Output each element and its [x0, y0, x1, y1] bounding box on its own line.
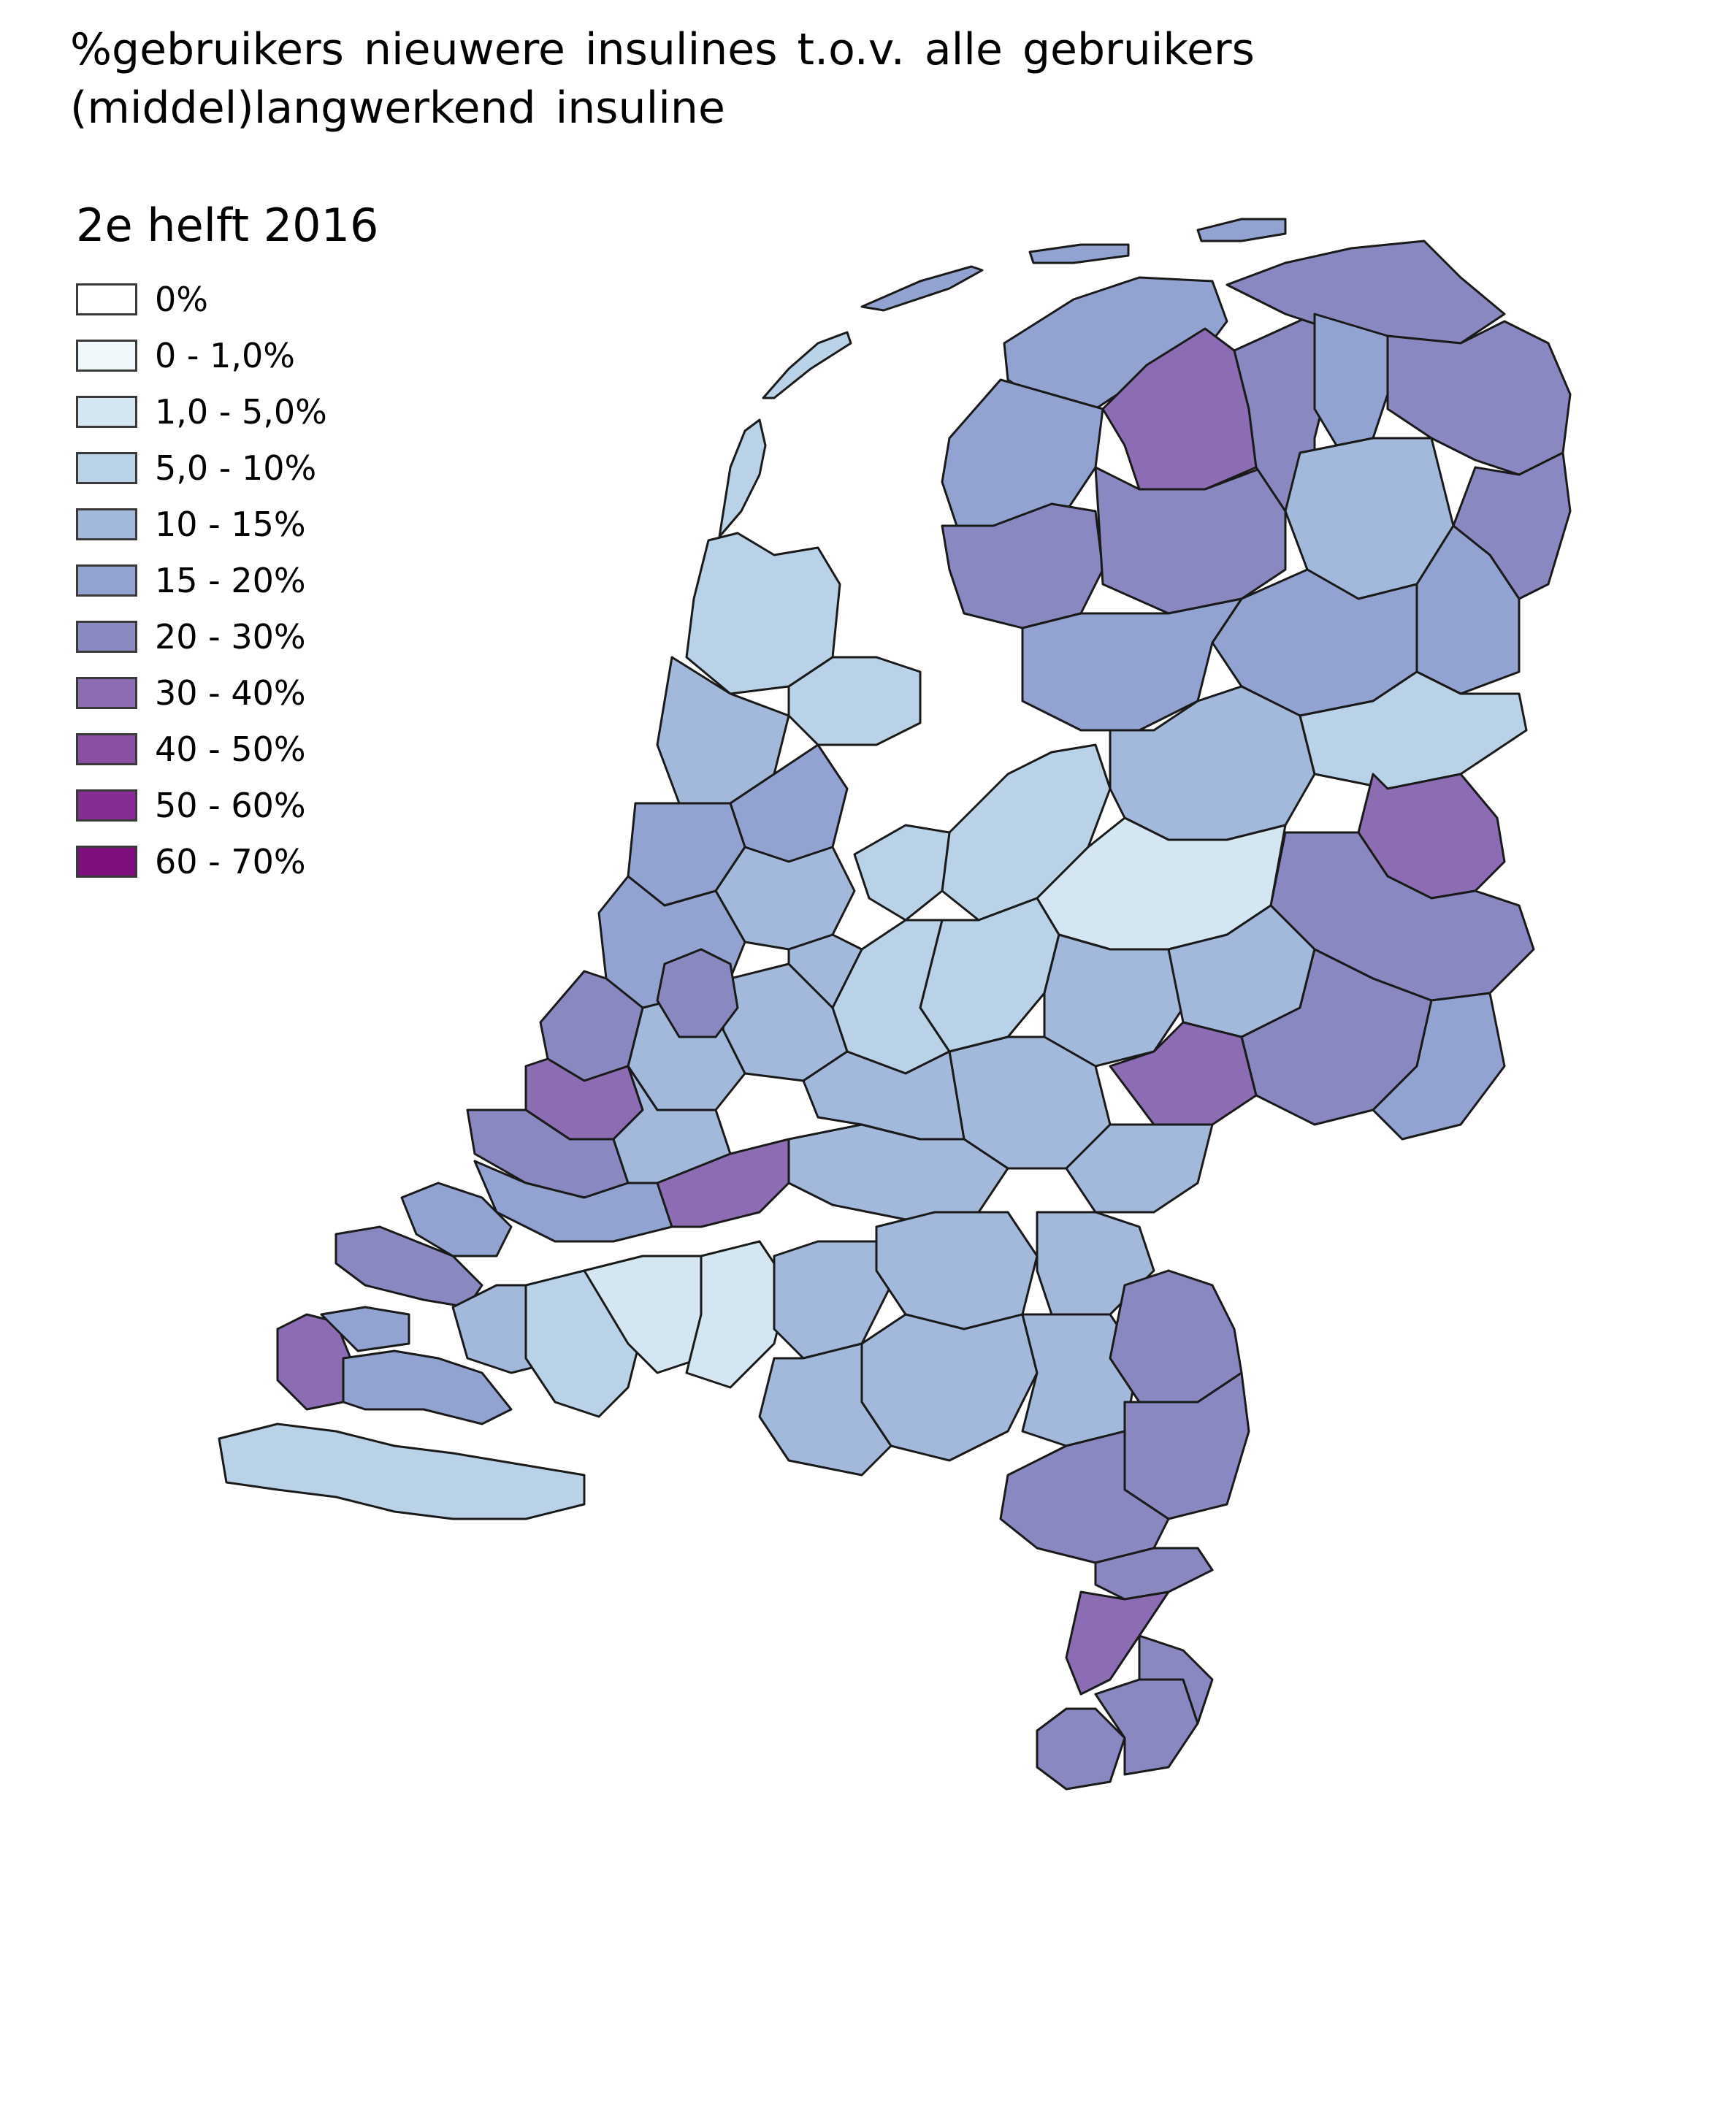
legend-label: 0 - 1,0% [155, 336, 295, 375]
region-het-hogeland [1225, 240, 1506, 345]
legend-item-10: 60 - 70% [76, 841, 412, 881]
legend-swatch [76, 789, 137, 822]
legend-swatch [76, 283, 137, 315]
legend-swatch [76, 733, 137, 765]
region-noord-beveland [320, 1306, 410, 1352]
region-kempen [758, 1342, 892, 1477]
region-den-bosch [875, 1211, 1039, 1330]
region-schiermonnikoog [1196, 218, 1287, 242]
legend-item-7: 30 - 40% [76, 673, 412, 713]
region-groningen-city [1313, 313, 1389, 447]
legend-swatch [76, 508, 137, 540]
legend-title: 2e helft 2016 [76, 199, 379, 252]
legend-label: 1,0 - 5,0% [155, 392, 327, 432]
legend-swatch [76, 564, 137, 597]
region-noordoostpolder [1021, 597, 1243, 732]
legend-label: 5,0 - 10% [155, 448, 317, 488]
legend-item-0: 0% [76, 279, 412, 319]
region-almere [853, 824, 951, 922]
legend-item-8: 40 - 50% [76, 729, 412, 769]
region-texel [718, 418, 767, 538]
legend-label: 30 - 40% [155, 673, 306, 713]
legend-item-4: 10 - 15% [76, 504, 412, 544]
region-zwolle [1109, 685, 1316, 841]
region-utrechtse-heuvelrug [802, 1050, 965, 1141]
legend-swatch [76, 677, 137, 709]
region-gorinchem [656, 1138, 790, 1228]
region-heerenveen [1094, 466, 1287, 615]
region-kerkrade [1138, 1634, 1214, 1725]
region-sudwest-fryslan [941, 502, 1104, 629]
region-roermond [1094, 1547, 1214, 1601]
legend-item-1: 0 - 1,0% [76, 335, 412, 375]
region-zeeuws-vlaanderen [218, 1423, 586, 1520]
legend-item-6: 20 - 30% [76, 616, 412, 656]
region-ameland [1028, 243, 1130, 264]
legend-item-3: 5,0 - 10% [76, 448, 412, 488]
legend-swatch [76, 846, 137, 878]
region-eindhoven [860, 1313, 1039, 1462]
map-title: %gebruikers nieuwere insulines t.o.v. al… [70, 24, 1255, 134]
region-zuid-beveland [342, 1349, 513, 1425]
legend-item-2: 1,0 - 5,0% [76, 391, 412, 432]
region-friesland-west [941, 378, 1104, 527]
region-tilburg [773, 1240, 892, 1360]
region-goeree [400, 1182, 513, 1257]
legend-swatch [76, 340, 137, 372]
legend-item-9: 50 - 60% [76, 785, 412, 825]
legend-label: 10 - 15% [155, 505, 306, 544]
legend-swatch [76, 396, 137, 428]
region-hilversum [787, 933, 863, 1009]
region-weert [999, 1430, 1170, 1564]
legend-label: 15 - 20% [155, 561, 306, 600]
region-venlo [1109, 1269, 1243, 1404]
legend-label: 0% [155, 280, 208, 319]
region-alphen [656, 948, 739, 1038]
region-flevoland [941, 743, 1112, 922]
region-amsterdam [714, 846, 856, 951]
region-nijmegen [1065, 1123, 1214, 1214]
legend-swatch [76, 452, 137, 484]
region-doetinchem [1372, 992, 1506, 1141]
region-hardenberg [1299, 670, 1528, 790]
region-vlieland [762, 331, 852, 399]
legend-label: 60 - 70% [155, 842, 306, 881]
region-terschelling [860, 265, 984, 312]
legend-label: 20 - 30% [155, 617, 306, 656]
region-sittard [1065, 1590, 1170, 1696]
region-hoorn [787, 656, 922, 746]
legend-label: 50 - 60% [155, 786, 306, 825]
legend-label: 40 - 50% [155, 730, 306, 769]
region-zuid-limburg-west [1036, 1707, 1126, 1791]
legend-item-5: 15 - 20% [76, 560, 412, 600]
region-breda [685, 1240, 790, 1389]
legend-swatch [76, 621, 137, 653]
